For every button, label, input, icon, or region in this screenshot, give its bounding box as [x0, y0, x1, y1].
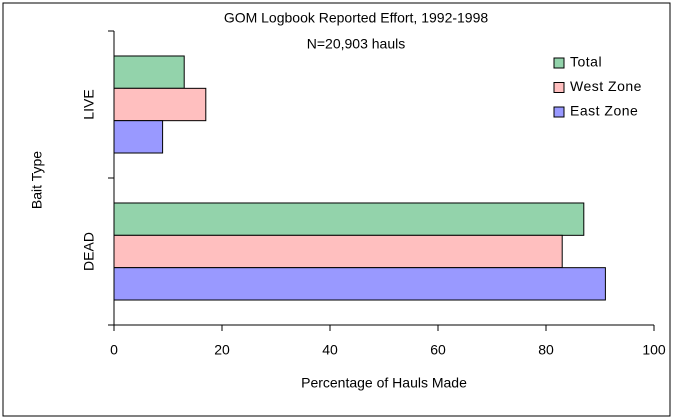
- legend-swatch: [553, 106, 565, 118]
- y-axis-label: Bait Type: [29, 151, 45, 209]
- x-tick-label: 80: [538, 342, 554, 358]
- x-tick-label: 0: [110, 342, 118, 358]
- bar: [113, 202, 585, 236]
- legend-label: West Zone: [570, 78, 642, 94]
- y-tick-label: DEAD: [81, 232, 97, 271]
- chart-title: GOM Logbook Reported Effort, 1992-1998: [224, 10, 489, 26]
- bar: [113, 267, 606, 301]
- x-axis-label: Percentage of Hauls Made: [301, 375, 467, 391]
- bar: [113, 55, 185, 89]
- y-tick-label: LIVE: [81, 89, 97, 119]
- x-tick-label: 60: [430, 342, 446, 358]
- legend-label: Total: [570, 54, 602, 70]
- x-tick-label: 40: [322, 342, 338, 358]
- bar: [113, 120, 164, 154]
- legend-label: East Zone: [570, 103, 638, 119]
- legend-swatch: [553, 57, 565, 69]
- x-tick-label: 100: [642, 342, 666, 358]
- chart-subtitle: N=20,903 hauls: [307, 36, 405, 52]
- bar: [113, 87, 207, 122]
- bar: [113, 234, 563, 269]
- legend-swatch: [553, 82, 565, 93]
- x-tick-label: 20: [214, 342, 230, 358]
